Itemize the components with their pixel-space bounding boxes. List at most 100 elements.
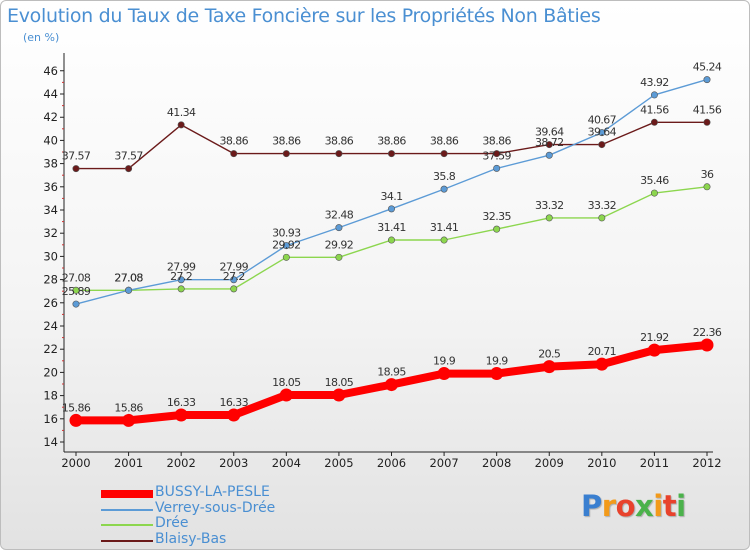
data-label-verrey: 45.24	[693, 61, 722, 74]
data-label-dree: 27.08	[114, 271, 143, 284]
data-label-bussy: 22.36	[693, 326, 722, 339]
data-label-bussy: 20.71	[588, 345, 617, 358]
data-point-blaisy	[493, 150, 501, 158]
data-label-dree: 31.41	[377, 221, 406, 234]
legend-label-verrey: Verrey-sous-Drée	[155, 499, 276, 516]
data-label-bussy: 18.95	[377, 366, 406, 379]
legend-swatch-bussy	[101, 490, 153, 498]
data-point-blaisy	[230, 150, 238, 158]
data-point-blaisy	[282, 150, 290, 158]
y-tick-label: 32	[43, 226, 58, 240]
data-point-blaisy	[703, 118, 711, 126]
data-label-bussy: 18.05	[272, 376, 301, 389]
data-label-blaisy: 38.86	[272, 135, 301, 148]
data-label-dree: 36	[701, 168, 714, 181]
y-tick-label: 20	[43, 365, 58, 379]
data-point-bussy	[69, 413, 83, 427]
data-label-dree: 27.2	[170, 270, 192, 283]
data-label-dree: 29.92	[272, 238, 301, 251]
data-label-blaisy: 41.56	[693, 103, 722, 116]
x-tick-label: 2009	[535, 456, 564, 470]
data-point-verrey	[440, 185, 448, 193]
data-point-bussy	[542, 360, 556, 374]
y-tick-label: 42	[43, 110, 58, 124]
y-tick-label: 18	[43, 389, 58, 403]
data-point-verrey	[493, 164, 501, 172]
data-label-verrey: 25.89	[62, 285, 91, 298]
y-tick-label: 44	[43, 87, 58, 101]
legend-label-blaisy: Blaisy-Bas	[155, 530, 227, 547]
data-point-dree	[387, 236, 395, 244]
data-point-bussy	[174, 408, 188, 422]
data-point-verrey	[72, 300, 80, 308]
data-point-verrey	[335, 224, 343, 232]
data-point-bussy	[700, 338, 714, 352]
x-tick-label: 2012	[692, 456, 721, 470]
data-label-dree: 29.92	[325, 238, 354, 251]
data-label-verrey: 35.8	[433, 170, 456, 183]
y-tick-label: 24	[43, 319, 58, 333]
data-label-dree: 27.2	[223, 270, 245, 283]
y-tick-label: 14	[43, 435, 58, 449]
x-tick-label: 2010	[587, 456, 616, 470]
data-label-bussy: 16.33	[220, 396, 249, 409]
data-label-blaisy: 39.64	[588, 126, 617, 139]
x-tick-label: 2001	[114, 456, 143, 470]
data-label-bussy: 18.05	[325, 376, 354, 389]
data-point-blaisy	[650, 118, 658, 126]
data-label-verrey: 27.99	[167, 261, 196, 274]
data-label-blaisy: 39.64	[535, 126, 564, 139]
legend-swatch-blaisy	[101, 539, 153, 542]
data-label-verrey: 37.59	[482, 149, 511, 162]
data-point-blaisy	[177, 121, 185, 129]
data-label-bussy: 15.86	[62, 401, 91, 414]
data-label-verrey: 38.72	[535, 136, 564, 149]
x-tick-label: 2002	[167, 456, 196, 470]
data-point-bussy	[437, 367, 451, 381]
x-tick-label: 2007	[429, 456, 458, 470]
unit-label: (en %)	[23, 31, 60, 44]
data-label-verrey: 30.93	[272, 227, 301, 240]
data-point-verrey	[650, 91, 658, 99]
data-label-verrey: 27.99	[220, 261, 249, 274]
data-label-verrey: 32.48	[325, 209, 354, 222]
y-tick-label: 46	[43, 64, 58, 78]
proxiti-logo: Proxiti	[581, 489, 686, 523]
data-point-bussy	[332, 388, 346, 402]
x-tick-label: 2000	[61, 456, 90, 470]
data-label-verrey: 43.92	[640, 76, 669, 89]
data-label-blaisy: 38.86	[325, 135, 354, 148]
data-point-dree	[282, 253, 290, 261]
y-tick-label: 36	[43, 180, 58, 194]
data-point-verrey	[703, 76, 711, 84]
data-point-dree	[230, 285, 238, 293]
y-tick-label: 30	[43, 249, 58, 263]
data-point-dree	[72, 286, 80, 294]
data-point-blaisy	[387, 150, 395, 158]
data-label-blaisy: 41.34	[167, 106, 196, 119]
data-label-blaisy: 38.86	[482, 135, 511, 148]
data-label-bussy: 20.5	[538, 348, 561, 361]
y-tick-label: 28	[43, 273, 58, 287]
data-label-blaisy: 38.86	[220, 135, 249, 148]
data-label-verrey: 34.1	[380, 190, 402, 203]
data-label-blaisy: 38.86	[377, 135, 406, 148]
data-point-verrey	[177, 276, 185, 284]
data-point-dree	[177, 285, 185, 293]
data-label-dree: 32.35	[482, 210, 511, 223]
data-label-blaisy: 38.86	[430, 135, 459, 148]
data-label-blaisy: 41.56	[640, 103, 669, 116]
data-point-blaisy	[598, 141, 606, 149]
x-tick-label: 2003	[219, 456, 248, 470]
chart-title: Evolution du Taux de Taxe Foncière sur l…	[7, 5, 601, 27]
x-tick-label: 2005	[324, 456, 353, 470]
data-point-dree	[335, 253, 343, 261]
data-point-bussy	[647, 343, 661, 357]
data-point-bussy	[227, 408, 241, 422]
y-tick-label: 38	[43, 157, 58, 171]
data-point-verrey	[598, 129, 606, 137]
y-tick-label: 26	[43, 296, 58, 310]
y-tick-label: 16	[43, 412, 58, 426]
